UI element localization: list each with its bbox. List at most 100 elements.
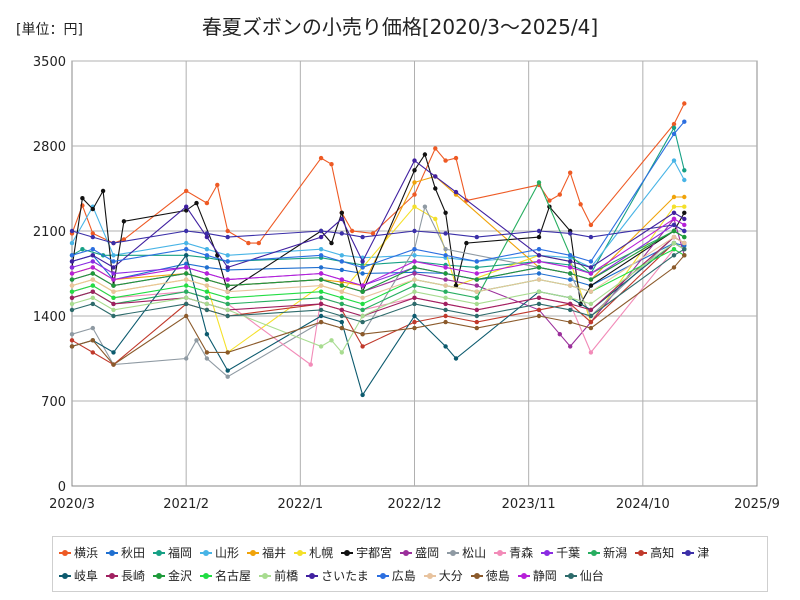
- legend-item: 高知: [635, 544, 674, 561]
- data-point: [671, 125, 677, 130]
- legend-swatch: [341, 549, 354, 556]
- data-point: [360, 265, 365, 270]
- y-tick-label: 2800: [33, 140, 66, 155]
- data-point: [204, 295, 210, 300]
- data-point: [225, 228, 230, 234]
- data-point: [671, 234, 677, 240]
- data-point: [412, 277, 417, 282]
- legend-label: 高知: [650, 546, 675, 560]
- legend-label: 津: [697, 546, 710, 560]
- legend-item: 千葉: [541, 544, 580, 561]
- data-point: [443, 265, 448, 270]
- data-point: [90, 247, 96, 252]
- legend-swatch: [106, 572, 119, 579]
- series-津: [69, 222, 687, 246]
- data-point: [443, 289, 448, 294]
- data-point: [474, 301, 479, 307]
- legend-swatch: [247, 549, 260, 556]
- data-point: [184, 261, 189, 266]
- data-point: [433, 216, 438, 222]
- data-point: [318, 307, 324, 313]
- data-point: [69, 228, 75, 234]
- data-point: [184, 253, 189, 258]
- data-point: [318, 247, 324, 252]
- data-point: [69, 259, 75, 264]
- data-point: [111, 283, 116, 288]
- legend-item: 岐阜: [59, 567, 98, 584]
- data-point: [682, 168, 687, 173]
- data-point: [474, 325, 479, 331]
- series-徳島: [69, 253, 687, 367]
- data-point: [69, 301, 75, 307]
- legend-item: 広島: [376, 567, 416, 584]
- legend-swatch: [259, 572, 272, 579]
- legend-swatch: [470, 572, 483, 579]
- legend-item: 前橋: [259, 567, 298, 584]
- data-point: [412, 259, 417, 264]
- data-point: [90, 253, 96, 258]
- data-point: [671, 247, 677, 252]
- legend-swatch: [447, 549, 460, 556]
- data-point: [360, 307, 365, 313]
- data-point: [111, 240, 116, 246]
- data-point: [225, 253, 230, 258]
- x-tick-label: 2022/12: [387, 497, 441, 512]
- data-point: [80, 247, 85, 252]
- data-point: [318, 271, 324, 276]
- data-point: [184, 247, 189, 252]
- data-point: [329, 240, 334, 246]
- legend-swatch: [635, 549, 648, 556]
- data-point: [225, 368, 230, 373]
- legend-item: 山形: [200, 544, 239, 561]
- data-point: [90, 277, 96, 282]
- legend-label: 広島: [391, 569, 416, 583]
- data-point: [184, 289, 189, 294]
- data-point: [339, 283, 344, 288]
- data-point: [588, 319, 594, 325]
- data-point: [360, 283, 365, 288]
- data-point: [443, 231, 448, 236]
- x-tick-label: 2023/11: [502, 497, 556, 512]
- data-point: [204, 247, 210, 252]
- data-point: [412, 204, 417, 209]
- data-point: [588, 234, 594, 240]
- data-point: [225, 259, 230, 264]
- legend-item: 長崎: [106, 567, 145, 584]
- legend-label: 山形: [215, 546, 240, 560]
- data-point: [204, 200, 210, 206]
- data-point: [443, 307, 448, 313]
- legend-item: 仙台: [564, 567, 604, 584]
- data-point: [443, 210, 448, 215]
- data-point: [204, 307, 210, 313]
- series-前橋: [69, 240, 687, 355]
- data-point: [568, 307, 573, 313]
- data-point: [339, 253, 344, 258]
- legend-swatch: [59, 572, 71, 579]
- data-point: [433, 174, 438, 179]
- data-point: [204, 350, 210, 355]
- x-tick-label: 2021/2: [163, 497, 209, 512]
- data-point: [474, 259, 479, 264]
- data-point: [204, 289, 210, 294]
- data-point: [682, 216, 687, 222]
- data-point: [443, 253, 448, 258]
- data-point: [184, 313, 189, 319]
- y-tick-label: 0: [58, 480, 66, 495]
- data-point: [412, 319, 417, 325]
- legend-item: 秋田: [106, 544, 145, 561]
- data-point: [318, 313, 324, 319]
- data-point: [360, 332, 365, 337]
- data-point: [360, 301, 365, 307]
- data-point: [568, 283, 573, 288]
- data-point: [682, 222, 687, 228]
- data-point: [90, 350, 96, 355]
- data-point: [184, 301, 189, 307]
- data-point: [318, 234, 324, 240]
- series-さいたま: [69, 158, 687, 270]
- data-point: [422, 204, 428, 209]
- data-point: [256, 240, 261, 246]
- data-point: [318, 265, 324, 270]
- data-point: [412, 283, 417, 288]
- legend-item: 福岡: [153, 544, 192, 561]
- data-point: [671, 121, 677, 127]
